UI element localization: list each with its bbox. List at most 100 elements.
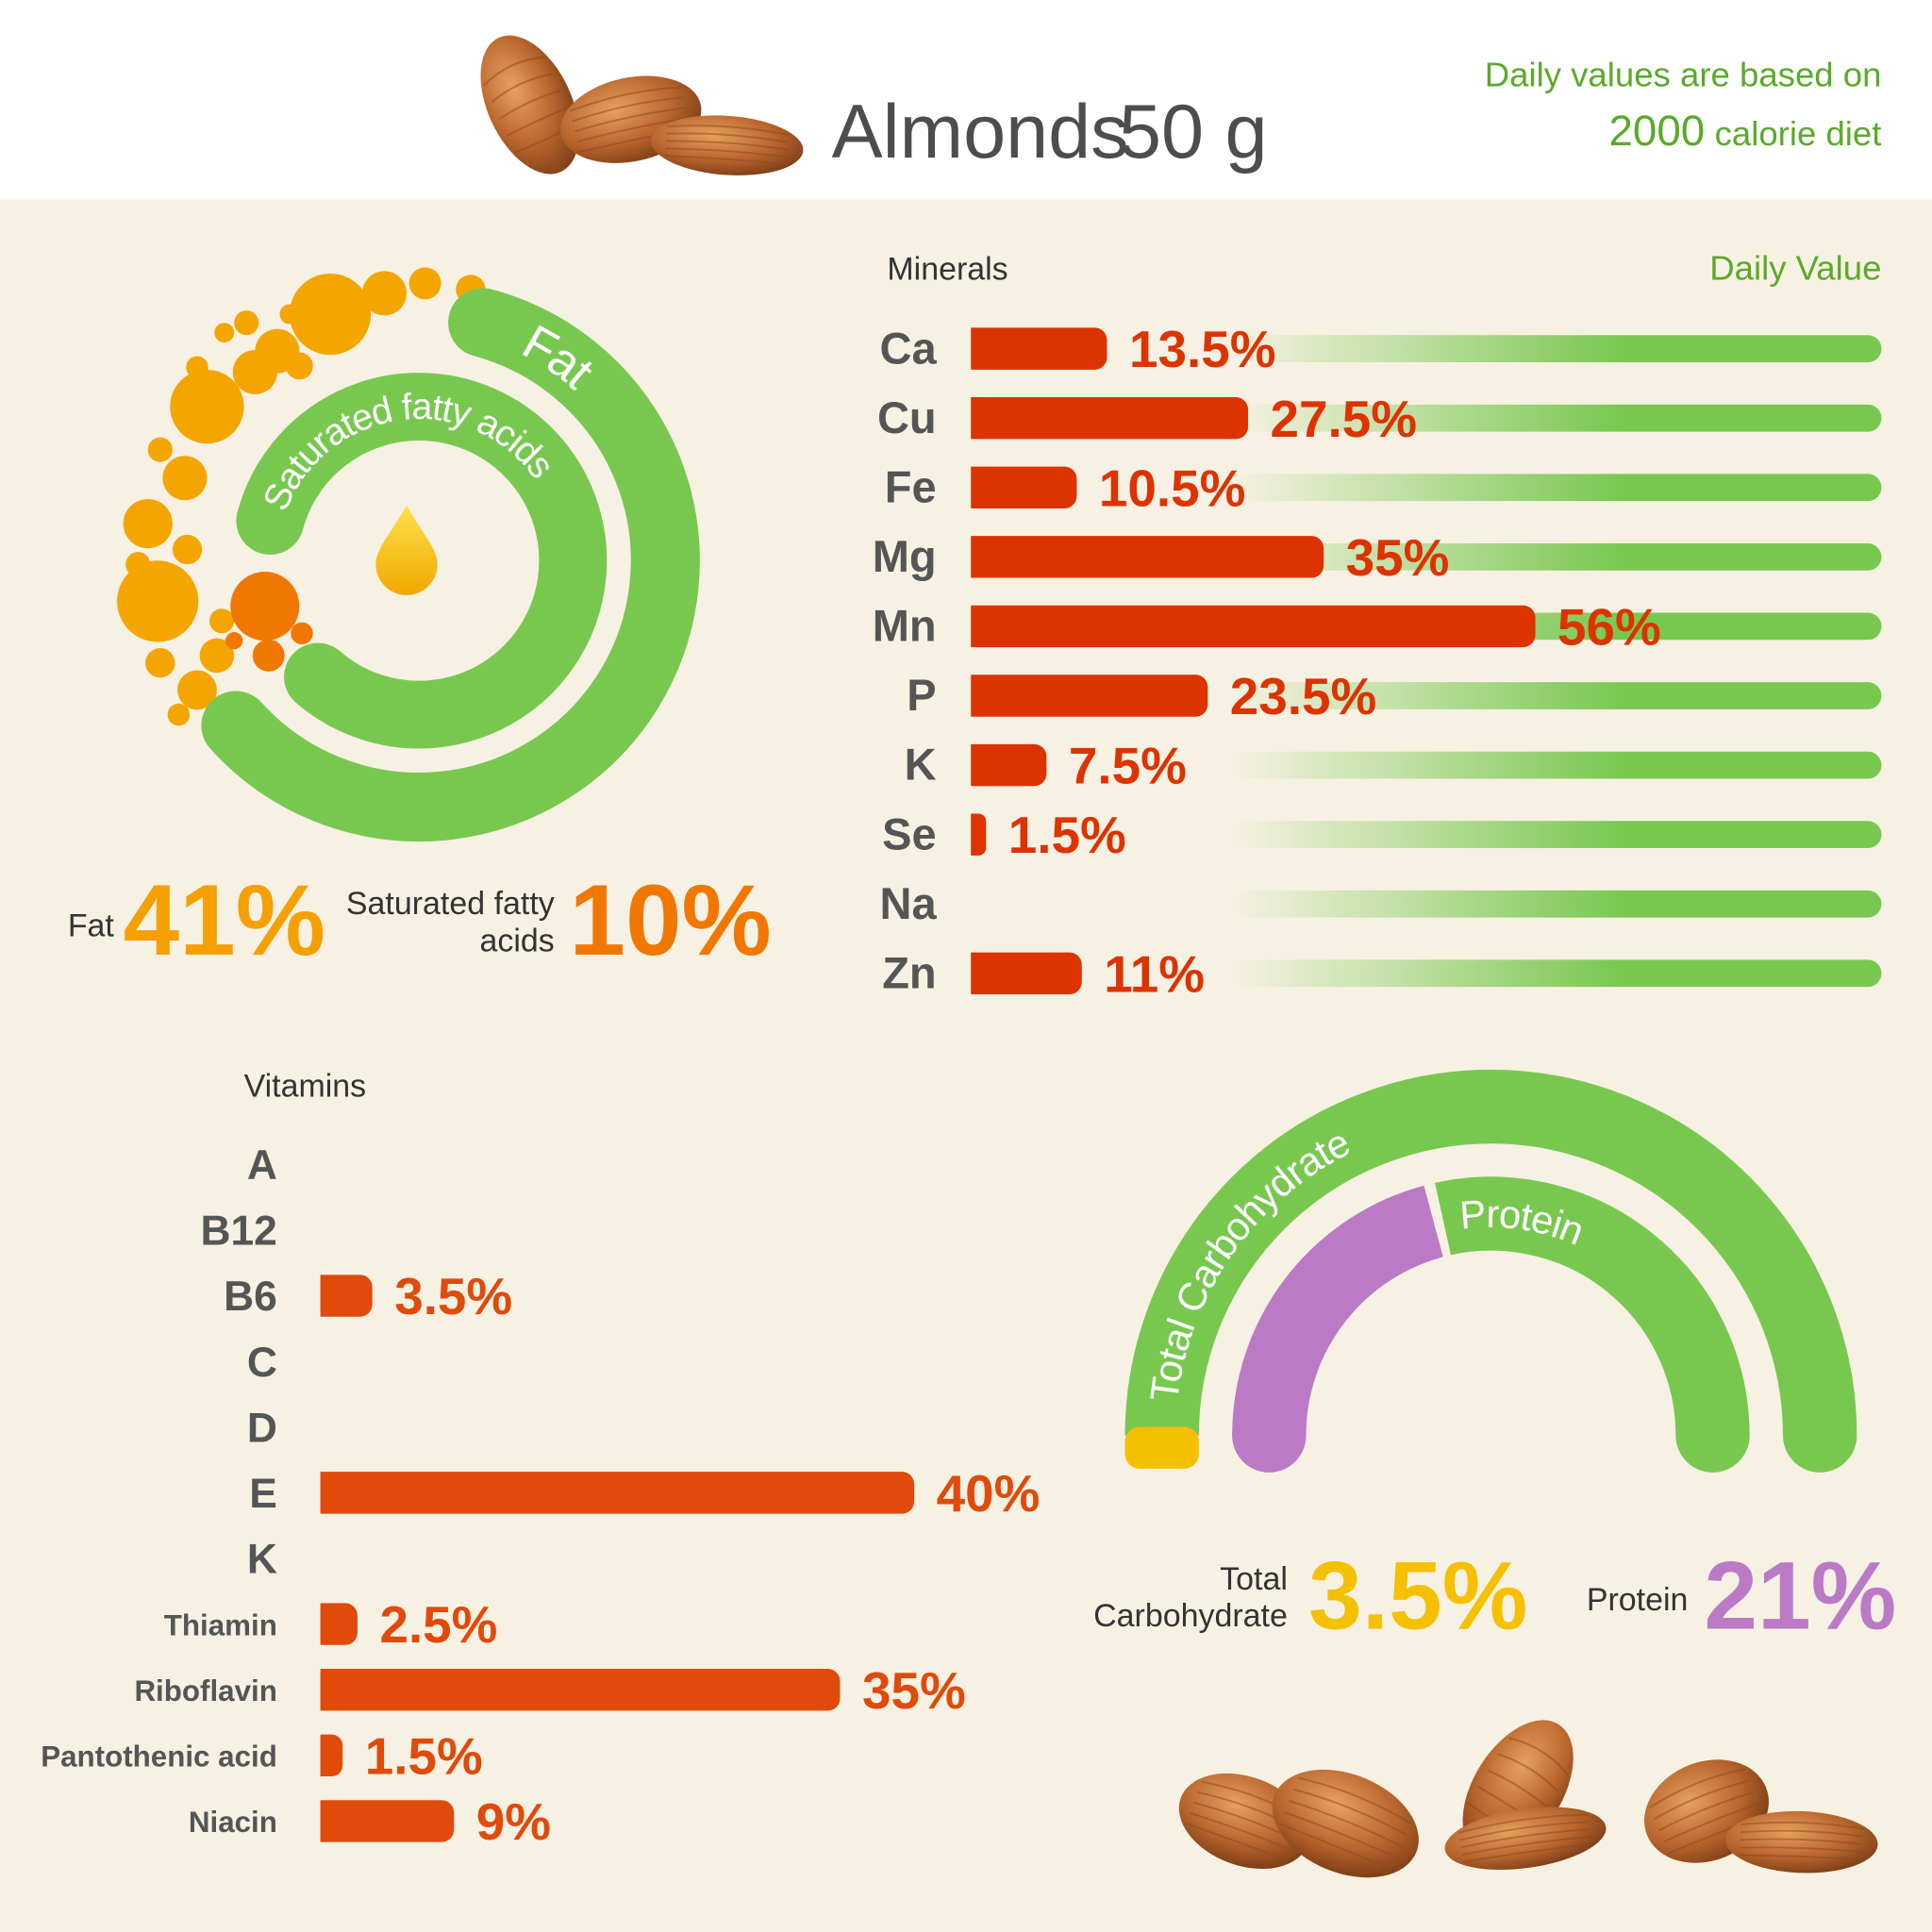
almond-texture (1507, 1737, 1570, 1776)
almond-texture (1487, 1769, 1549, 1809)
almond-texture (1458, 1813, 1589, 1834)
ring-arc (236, 373, 608, 749)
track (1232, 890, 1882, 918)
track (1232, 542, 1882, 571)
track (1232, 959, 1882, 988)
almond-texture (1740, 1838, 1863, 1845)
note: Daily values are based on (1485, 55, 1882, 93)
category-label: P (907, 670, 936, 720)
bubble (286, 352, 313, 380)
category-label: Na (880, 878, 938, 928)
bar (971, 327, 1108, 370)
category-label: Saturated fatty acids (345, 884, 555, 959)
chart-title: Minerals (887, 251, 1008, 287)
category-label: B6 (224, 1274, 277, 1320)
almond-texture (1189, 1811, 1292, 1852)
almond-texture (667, 125, 790, 136)
category-label: Mg (873, 531, 937, 581)
almond (650, 115, 804, 175)
almond-texture (1740, 1821, 1864, 1830)
value-label: 3.5% (1308, 1542, 1527, 1650)
bubble (234, 310, 259, 336)
arc-segment (1124, 1426, 1199, 1469)
value-label: 23.5% (1230, 667, 1377, 725)
value-label: 40% (937, 1464, 1041, 1523)
category-label: Protein (1587, 1582, 1689, 1618)
ring-arc (201, 288, 700, 842)
value-label: 2.5% (379, 1595, 497, 1654)
category-label: Mn (873, 601, 937, 651)
category-label: Niacin (189, 1806, 277, 1839)
almond-texture (1459, 1821, 1590, 1841)
category-label: B12 (200, 1208, 276, 1255)
category-label: Se (882, 808, 937, 858)
almond-texture (572, 96, 685, 123)
value-label: 35% (862, 1661, 966, 1720)
note: calorie diet (1715, 114, 1882, 153)
label-box: Total Carbohydrate (1093, 1559, 1288, 1634)
label-box: Saturated fatty acids (345, 884, 555, 959)
bubble (199, 638, 235, 674)
almond-texture (491, 73, 553, 104)
value-label: 1.5% (365, 1726, 483, 1785)
bar (320, 1603, 358, 1645)
bubble (162, 456, 208, 501)
almond-texture (1740, 1829, 1863, 1838)
bar (971, 743, 1047, 787)
value-label: 11% (1104, 944, 1205, 1003)
category-label: Zn (882, 947, 936, 997)
almond-texture (1460, 1828, 1591, 1849)
arc-band (1124, 1069, 1857, 1473)
category-label: Riboflavin (134, 1674, 276, 1707)
almond-texture (570, 86, 683, 112)
almond (1444, 1807, 1607, 1871)
value-label: 35% (1346, 528, 1450, 587)
category-label: Total Carbohydrate (1093, 1559, 1288, 1634)
bar (971, 675, 1208, 717)
almond-texture (575, 107, 688, 133)
almond-texture (666, 132, 789, 143)
track (1232, 404, 1882, 432)
bar (971, 605, 1536, 648)
almond-texture (1279, 1823, 1393, 1871)
bubble (117, 560, 199, 642)
almond-texture (483, 56, 545, 87)
value-label: 9% (476, 1792, 551, 1851)
almond-texture (1185, 1822, 1289, 1862)
almond-texture (664, 155, 788, 166)
bubble (170, 369, 244, 444)
bubble (289, 273, 372, 356)
value-label: 27.5% (1271, 390, 1418, 448)
almond-texture (1740, 1854, 1862, 1861)
category-label: D (247, 1405, 277, 1451)
bar (971, 466, 1077, 508)
value-label: 7.5% (1069, 737, 1187, 795)
bubble (232, 349, 277, 394)
almond-texture (665, 147, 788, 158)
almond-texture (1658, 1790, 1755, 1832)
category-label: A (247, 1142, 277, 1189)
category-label: Thiamin (164, 1608, 277, 1641)
title: Almonds (832, 90, 1129, 175)
value-label: 21% (1704, 1542, 1896, 1650)
bar (971, 536, 1324, 578)
value-label: 41% (124, 863, 325, 976)
chart-title: Vitamins (244, 1068, 367, 1104)
value-label: 56% (1557, 598, 1661, 657)
category-label: Fe (885, 461, 937, 511)
track (1232, 335, 1882, 362)
bubble (252, 639, 285, 672)
almond-texture (1292, 1788, 1407, 1837)
almond-texture (507, 106, 569, 137)
bar (320, 1800, 455, 1842)
value-label: 10.5% (1099, 458, 1246, 517)
bubble (186, 356, 208, 378)
value-label: 1.5% (1008, 806, 1126, 864)
almond-texture (1461, 1835, 1591, 1857)
almond-texture (1740, 1846, 1863, 1854)
bubble (177, 670, 217, 710)
almond (1724, 1810, 1878, 1874)
arc-cap (1675, 1398, 1750, 1473)
